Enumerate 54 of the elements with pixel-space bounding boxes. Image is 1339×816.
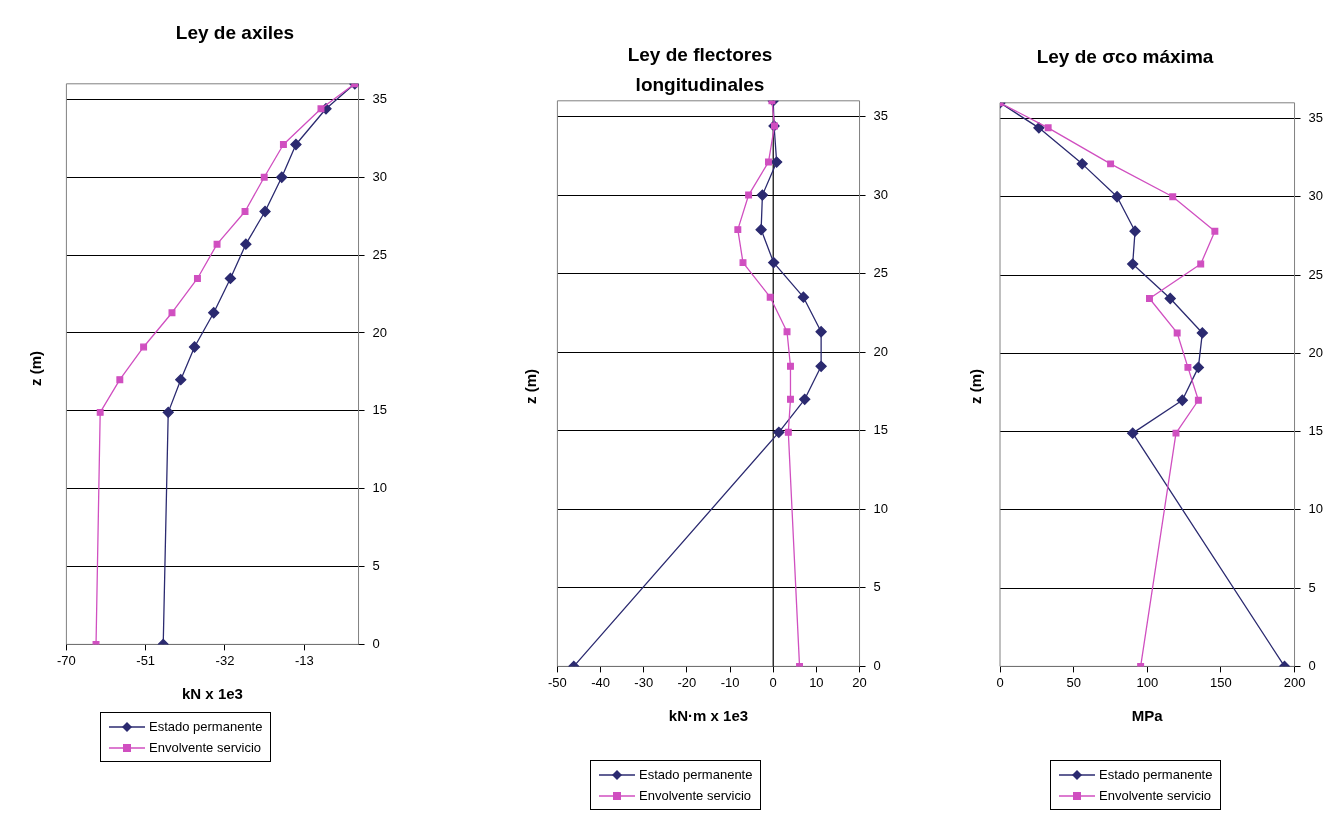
x-tick-label: 0 <box>996 674 1004 690</box>
y-axis-title: z (m) <box>521 368 539 406</box>
y-tick-label: 30 <box>372 168 388 184</box>
x-tick-label: -30 <box>634 674 654 690</box>
y-tick-label: 25 <box>873 265 889 281</box>
x-tick-label: 20 <box>852 674 867 690</box>
y-tick-label: 15 <box>873 422 889 438</box>
legend-label: Estado permanente <box>1099 767 1213 782</box>
y-tick-label: 30 <box>873 186 889 202</box>
y-tick-label: 35 <box>1308 110 1324 126</box>
chart-title: Ley de σco máxima <box>1035 45 1215 69</box>
x-tick-label: -10 <box>720 674 740 690</box>
y-tick-label: 35 <box>873 108 889 124</box>
x-tick-label: 10 <box>809 674 824 690</box>
y-tick-label: 10 <box>372 480 388 496</box>
legend-label: Estado permanente <box>639 767 753 782</box>
y-tick-label: 20 <box>873 343 889 359</box>
y-tick-label: 10 <box>873 500 889 516</box>
x-tick-label: -20 <box>677 674 697 690</box>
y-tick-label: 25 <box>1308 266 1324 282</box>
legend-label: Envolvente servicio <box>639 788 751 803</box>
y-axis-title: z (m) <box>26 350 44 388</box>
x-tick-label: -13 <box>294 652 314 668</box>
x-tick-label: 200 <box>1283 674 1306 690</box>
x-tick-label: -32 <box>215 652 235 668</box>
y-tick-label: 0 <box>372 635 380 651</box>
x-tick-label: 100 <box>1136 674 1159 690</box>
y-tick-label: 20 <box>1308 344 1324 360</box>
chart-title: Ley de axiles <box>174 21 296 45</box>
y-tick-label: 5 <box>372 558 380 574</box>
y-tick-label: 5 <box>873 579 881 595</box>
y-tick-label: 20 <box>372 324 388 340</box>
y-axis-title: z (m) <box>966 368 984 406</box>
x-tick-label: 150 <box>1210 674 1232 690</box>
x-tick-label: 0 <box>769 674 777 690</box>
legend-label: Envolvente servicio <box>149 740 261 755</box>
x-tick-label: -70 <box>57 652 76 668</box>
y-tick-label: 5 <box>1308 579 1316 595</box>
chart-title: Ley de flectores longitudinales <box>626 43 774 97</box>
x-tick-label: 50 <box>1066 674 1081 690</box>
x-axis-title: MPa <box>1131 707 1164 725</box>
x-tick-label: -50 <box>548 674 567 690</box>
y-tick-label: 15 <box>1308 423 1324 439</box>
y-tick-label: 15 <box>372 402 388 418</box>
y-tick-label: 25 <box>372 246 388 262</box>
y-tick-label: 35 <box>372 90 388 106</box>
x-axis-title: kN x 1e3 <box>182 685 243 703</box>
y-tick-label: 10 <box>1308 501 1324 517</box>
x-tick-label: -40 <box>591 674 610 690</box>
legend-label: Envolvente servicio <box>1099 788 1211 803</box>
x-tick-label: -51 <box>136 652 156 668</box>
x-axis-title: kN·m x 1e3 <box>668 707 749 725</box>
legend-label: Estado permanente <box>149 719 263 734</box>
y-tick-label: 30 <box>1308 188 1324 204</box>
